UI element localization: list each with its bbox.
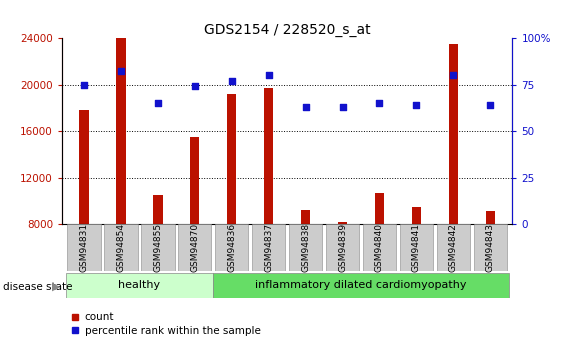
Text: disease state: disease state [3, 282, 72, 292]
Bar [375, 193, 384, 317]
Bar [485, 211, 495, 317]
Bar [190, 137, 199, 317]
Point [375, 100, 384, 106]
Bar [153, 195, 163, 317]
Text: healthy: healthy [118, 280, 160, 290]
Point [301, 104, 310, 110]
Bar [227, 94, 236, 317]
FancyBboxPatch shape [178, 224, 212, 271]
Text: GSM94839: GSM94839 [338, 223, 347, 272]
FancyBboxPatch shape [289, 224, 322, 271]
FancyBboxPatch shape [473, 224, 507, 271]
FancyBboxPatch shape [141, 224, 175, 271]
Point [449, 72, 458, 78]
Text: GSM94841: GSM94841 [412, 223, 421, 272]
Point [412, 102, 421, 108]
Legend: count, percentile rank within the sample: count, percentile rank within the sample [67, 308, 265, 340]
Text: GSM94840: GSM94840 [375, 223, 384, 272]
Text: GSM94854: GSM94854 [117, 223, 126, 272]
FancyBboxPatch shape [215, 224, 248, 271]
Text: GSM94870: GSM94870 [190, 223, 199, 272]
Text: GSM94842: GSM94842 [449, 223, 458, 272]
Text: GSM94838: GSM94838 [301, 223, 310, 272]
Text: ▶: ▶ [52, 282, 60, 292]
Point [227, 78, 236, 83]
Bar [264, 88, 273, 317]
Point [79, 82, 88, 87]
FancyBboxPatch shape [326, 224, 359, 271]
Bar [338, 222, 347, 317]
Point [190, 83, 199, 89]
FancyBboxPatch shape [437, 224, 470, 271]
FancyBboxPatch shape [252, 224, 285, 271]
Point [117, 69, 126, 74]
FancyBboxPatch shape [400, 224, 433, 271]
Text: GSM94855: GSM94855 [153, 223, 162, 272]
Bar [79, 110, 89, 317]
Text: GSM94836: GSM94836 [227, 223, 236, 272]
Bar [213, 273, 508, 298]
Point [486, 102, 495, 108]
Bar [412, 207, 421, 317]
Point [264, 72, 273, 78]
Title: GDS2154 / 228520_s_at: GDS2154 / 228520_s_at [204, 23, 370, 37]
FancyBboxPatch shape [104, 224, 137, 271]
Point [153, 100, 162, 106]
FancyBboxPatch shape [363, 224, 396, 271]
Bar [301, 210, 310, 317]
Point [338, 104, 347, 110]
Text: GSM94831: GSM94831 [79, 223, 88, 272]
Bar [66, 273, 213, 298]
Text: GSM94837: GSM94837 [264, 223, 273, 272]
Bar [117, 38, 126, 317]
Text: inflammatory dilated cardiomyopathy: inflammatory dilated cardiomyopathy [255, 280, 467, 290]
Text: GSM94843: GSM94843 [486, 223, 495, 272]
Bar [449, 44, 458, 317]
FancyBboxPatch shape [68, 224, 101, 271]
